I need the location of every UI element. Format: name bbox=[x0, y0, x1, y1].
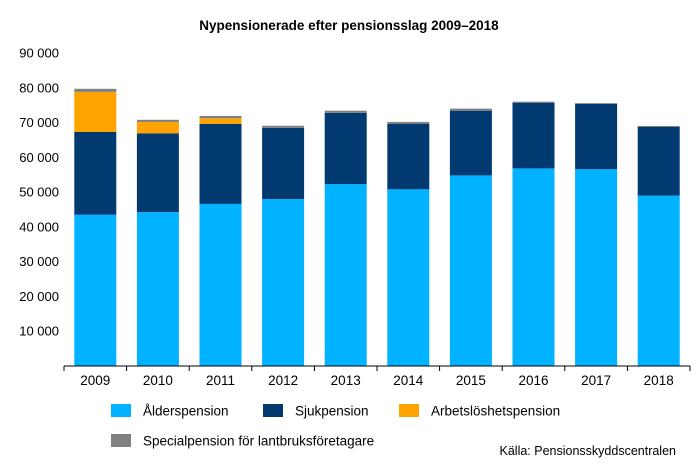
bar-segment bbox=[74, 88, 117, 92]
legend-label: Sjukpension bbox=[295, 404, 369, 419]
x-tick-label: 2009 bbox=[80, 373, 110, 388]
bar-segment bbox=[449, 175, 492, 366]
bar-segment bbox=[199, 118, 242, 124]
bar-segment bbox=[637, 126, 680, 127]
x-tick-label: 2012 bbox=[268, 373, 298, 388]
legend-label: Specialpension för lantbruksföretagare bbox=[143, 434, 374, 449]
y-tick-label: 10 000 bbox=[19, 324, 59, 339]
bar-segment bbox=[199, 123, 242, 204]
bar-segment bbox=[575, 103, 618, 170]
bar-segment bbox=[136, 119, 179, 122]
x-axis-ticks: 2009 2010 2011 2012 2013 2014 2015 2016 2017 2018 bbox=[63, 366, 691, 388]
y-tick-label: 60 000 bbox=[19, 150, 59, 165]
y-axis-ticks: 10 000 20 000 30 000 40 000 50 000 60 000 70 0… bbox=[19, 46, 59, 339]
bar-segment bbox=[449, 108, 492, 111]
bar-segment bbox=[387, 123, 430, 190]
legend-swatch bbox=[111, 404, 131, 417]
bar-segment bbox=[512, 102, 555, 169]
y-tick-label: 20 000 bbox=[19, 289, 59, 304]
legend: Ålderspension Sjukpension Arbetslöshetspen… bbox=[111, 404, 560, 449]
y-tick-label: 80 000 bbox=[19, 80, 59, 95]
bar-segment bbox=[324, 184, 367, 366]
bar-segment bbox=[387, 121, 430, 124]
bar-segment bbox=[575, 103, 618, 104]
x-tick-label: 2010 bbox=[143, 373, 173, 388]
chart-title: Nypensionerade efter pensionsslag 2009–2… bbox=[199, 18, 499, 33]
x-tick-label: 2016 bbox=[518, 373, 548, 388]
bar-segment bbox=[262, 125, 305, 128]
bar-segment bbox=[199, 115, 242, 119]
bar-segment bbox=[136, 121, 179, 134]
bar-segment bbox=[262, 199, 305, 366]
bar-segment bbox=[449, 110, 492, 176]
x-tick-label: 2018 bbox=[644, 373, 674, 388]
x-tick-label: 2013 bbox=[331, 373, 361, 388]
x-tick-label: 2011 bbox=[206, 373, 235, 388]
bar-segment bbox=[637, 195, 680, 366]
bar-segment bbox=[199, 203, 242, 366]
source-note: Källa: Pensionsskyddscentralen bbox=[500, 444, 677, 458]
bar-segment bbox=[324, 112, 367, 185]
bar-segment bbox=[74, 92, 117, 132]
bar-segment bbox=[637, 126, 680, 196]
bar-segment bbox=[262, 127, 305, 200]
bar-segment bbox=[324, 110, 367, 113]
y-tick-label: 90 000 bbox=[19, 46, 59, 61]
bar-segment bbox=[136, 133, 179, 213]
legend-swatch bbox=[111, 434, 131, 447]
legend-swatch bbox=[399, 404, 419, 417]
x-tick-label: 2017 bbox=[581, 373, 611, 388]
x-tick-label: 2014 bbox=[393, 373, 424, 388]
bar-segment bbox=[575, 169, 618, 366]
legend-label: Ålderspension bbox=[143, 404, 229, 419]
legend-label: Arbetslöshetspension bbox=[431, 404, 560, 419]
x-tick-label: 2015 bbox=[456, 373, 486, 388]
bars bbox=[74, 88, 680, 366]
bar-segment bbox=[512, 168, 555, 366]
bar-segment bbox=[74, 214, 117, 366]
y-tick-label: 70 000 bbox=[19, 115, 59, 130]
y-tick-label: 40 000 bbox=[19, 219, 59, 234]
bar-segment bbox=[512, 101, 555, 103]
y-tick-label: 30 000 bbox=[19, 254, 59, 269]
y-tick-label: 50 000 bbox=[19, 185, 59, 200]
bar-segment bbox=[136, 212, 179, 366]
bar-segment bbox=[74, 131, 117, 215]
bar-segment bbox=[387, 189, 430, 366]
legend-swatch bbox=[263, 404, 283, 417]
